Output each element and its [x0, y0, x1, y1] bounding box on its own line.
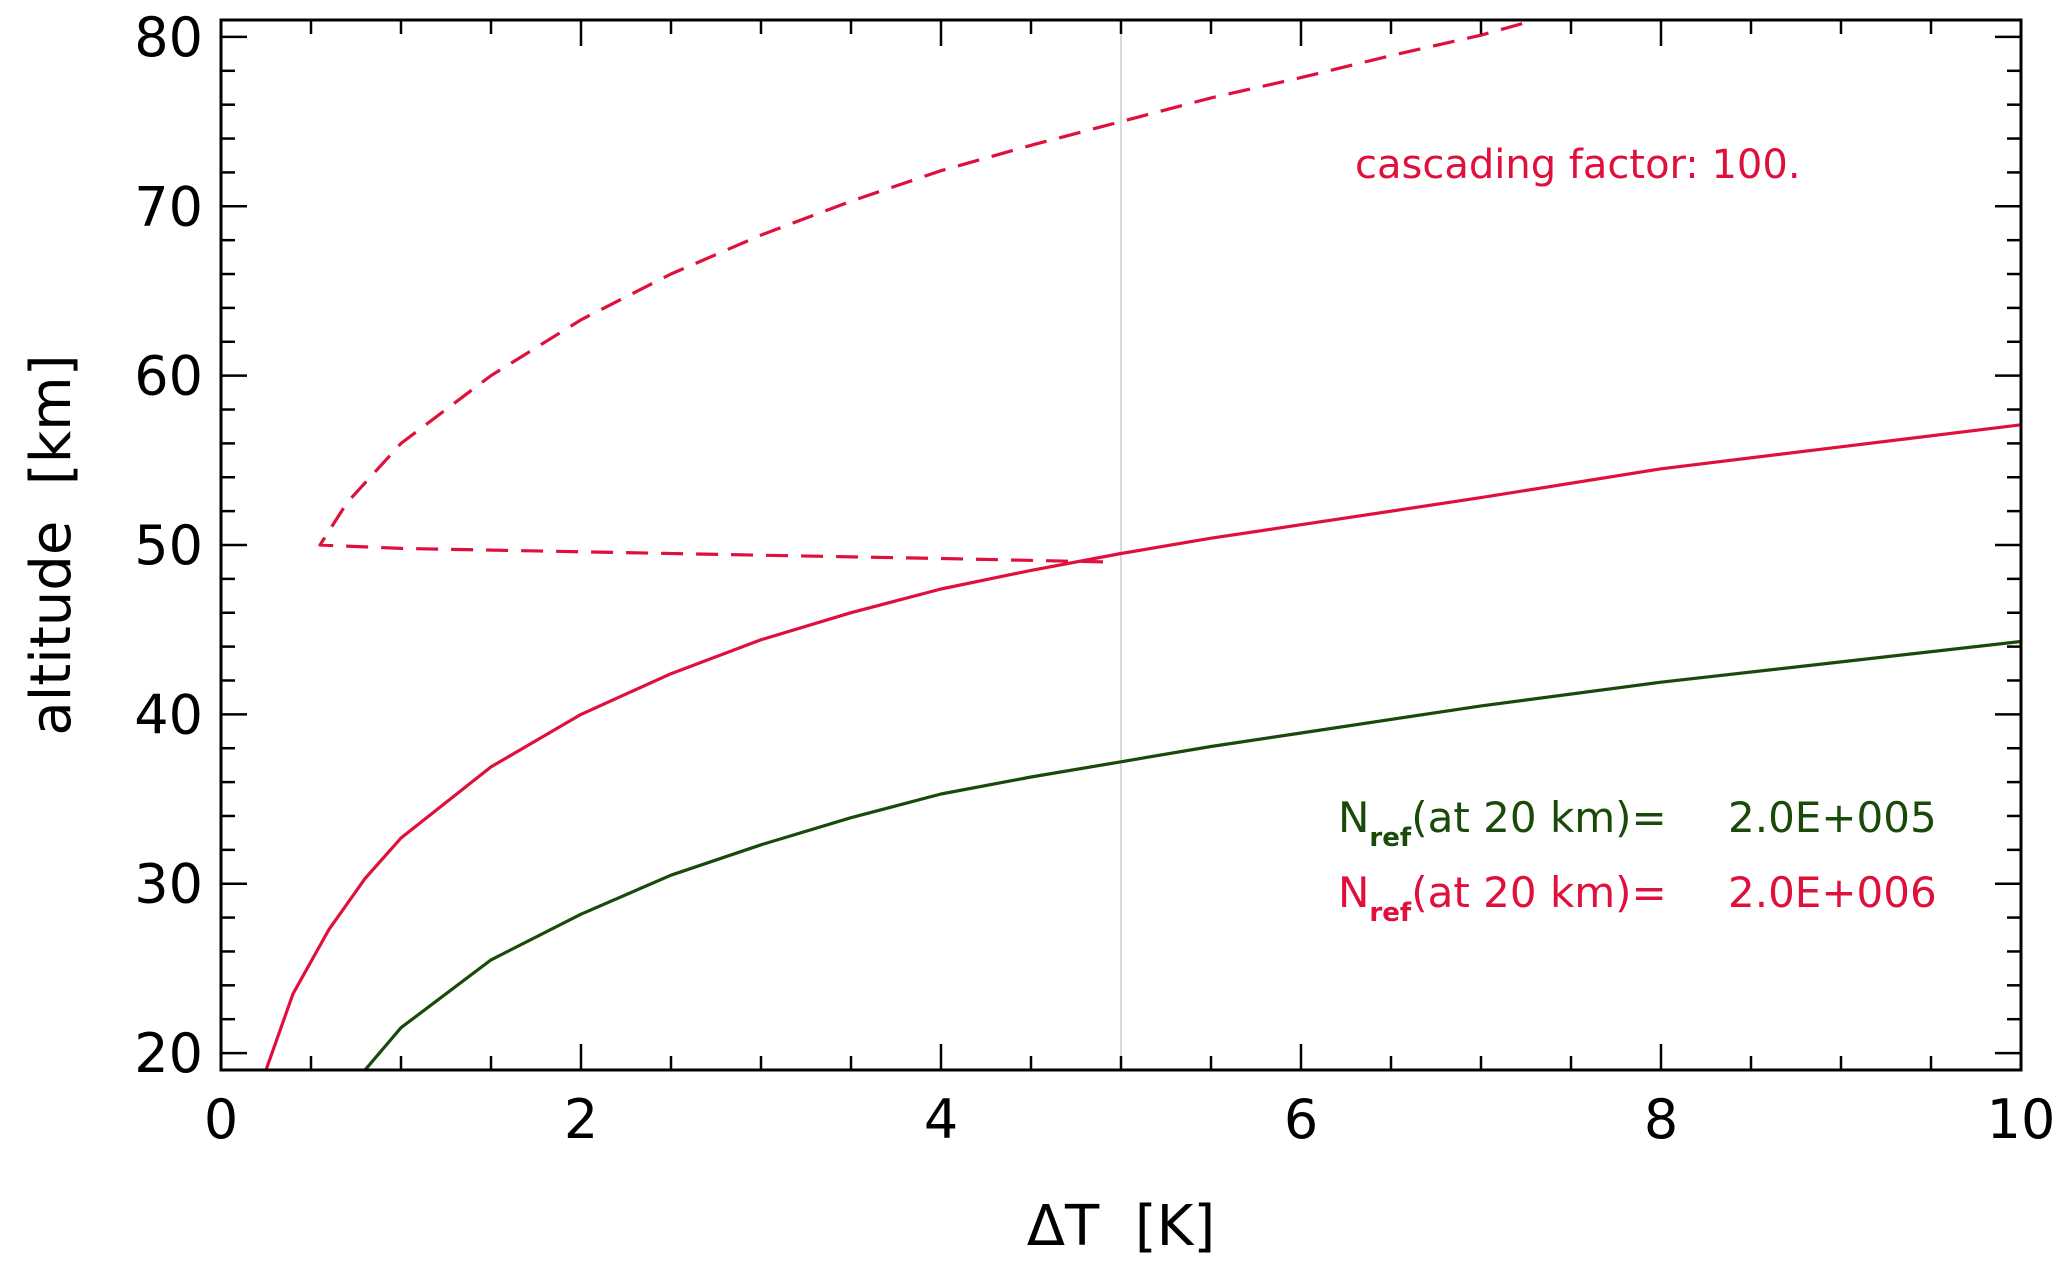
legend-entry-red: Nref(at 20 km)= 2.0E+006 [1338, 868, 1937, 928]
tick-labels: 0 2 4 6 8 10 20 30 40 50 60 70 80 [134, 6, 2055, 1151]
y-tick-label: 40 [134, 683, 203, 746]
series-layer [264, 20, 2021, 1070]
legend-sub: ref [1369, 898, 1411, 928]
svg-text:Nref(at 20 km)=: Nref(at 20 km)= [1338, 868, 1667, 928]
legend-entry-green: Nref(at 20 km)= 2.0E+005 [1338, 793, 1937, 853]
legend-value: 2.0E+006 [1728, 868, 1937, 917]
series-line-0 [363, 639, 2021, 1070]
x-tick-label: 0 [204, 1088, 238, 1151]
legend-text: (at 20 km)= [1411, 793, 1667, 842]
legend-text: (at 20 km)= [1411, 868, 1667, 917]
x-tick-label: 6 [1284, 1088, 1318, 1151]
legend-sub: ref [1369, 823, 1411, 853]
plot-frame [219, 18, 2023, 1072]
svg-text:Nref(at 20 km)=: Nref(at 20 km)= [1338, 793, 1667, 853]
y-tick-label: 30 [134, 853, 203, 916]
x-axis-title: ΔT [K] [1027, 1194, 1216, 1259]
y-tick-label: 50 [134, 514, 203, 577]
series-line-1 [264, 423, 2021, 1070]
y-tick-label: 60 [134, 345, 203, 408]
series-line-2 [318, 20, 1536, 564]
y-tick-label: 70 [134, 175, 203, 238]
y-axis-title: altitude [km] [19, 354, 84, 735]
cascading-annotation: cascading factor: 100. [1355, 142, 1801, 188]
x-tick-label: 2 [564, 1088, 598, 1151]
legend-value: 2.0E+005 [1728, 793, 1937, 842]
x-tick-label: 10 [1987, 1088, 2056, 1151]
legend: Nref(at 20 km)= 2.0E+005 Nref(at 20 km)=… [1338, 793, 1937, 928]
legend-prefix: N [1338, 793, 1369, 842]
x-tick-label: 8 [1644, 1088, 1678, 1151]
y-tick-label: 20 [134, 1022, 203, 1085]
y-tick-label: 80 [134, 6, 203, 69]
legend-prefix: N [1338, 868, 1369, 917]
x-tick-label: 4 [924, 1088, 958, 1151]
